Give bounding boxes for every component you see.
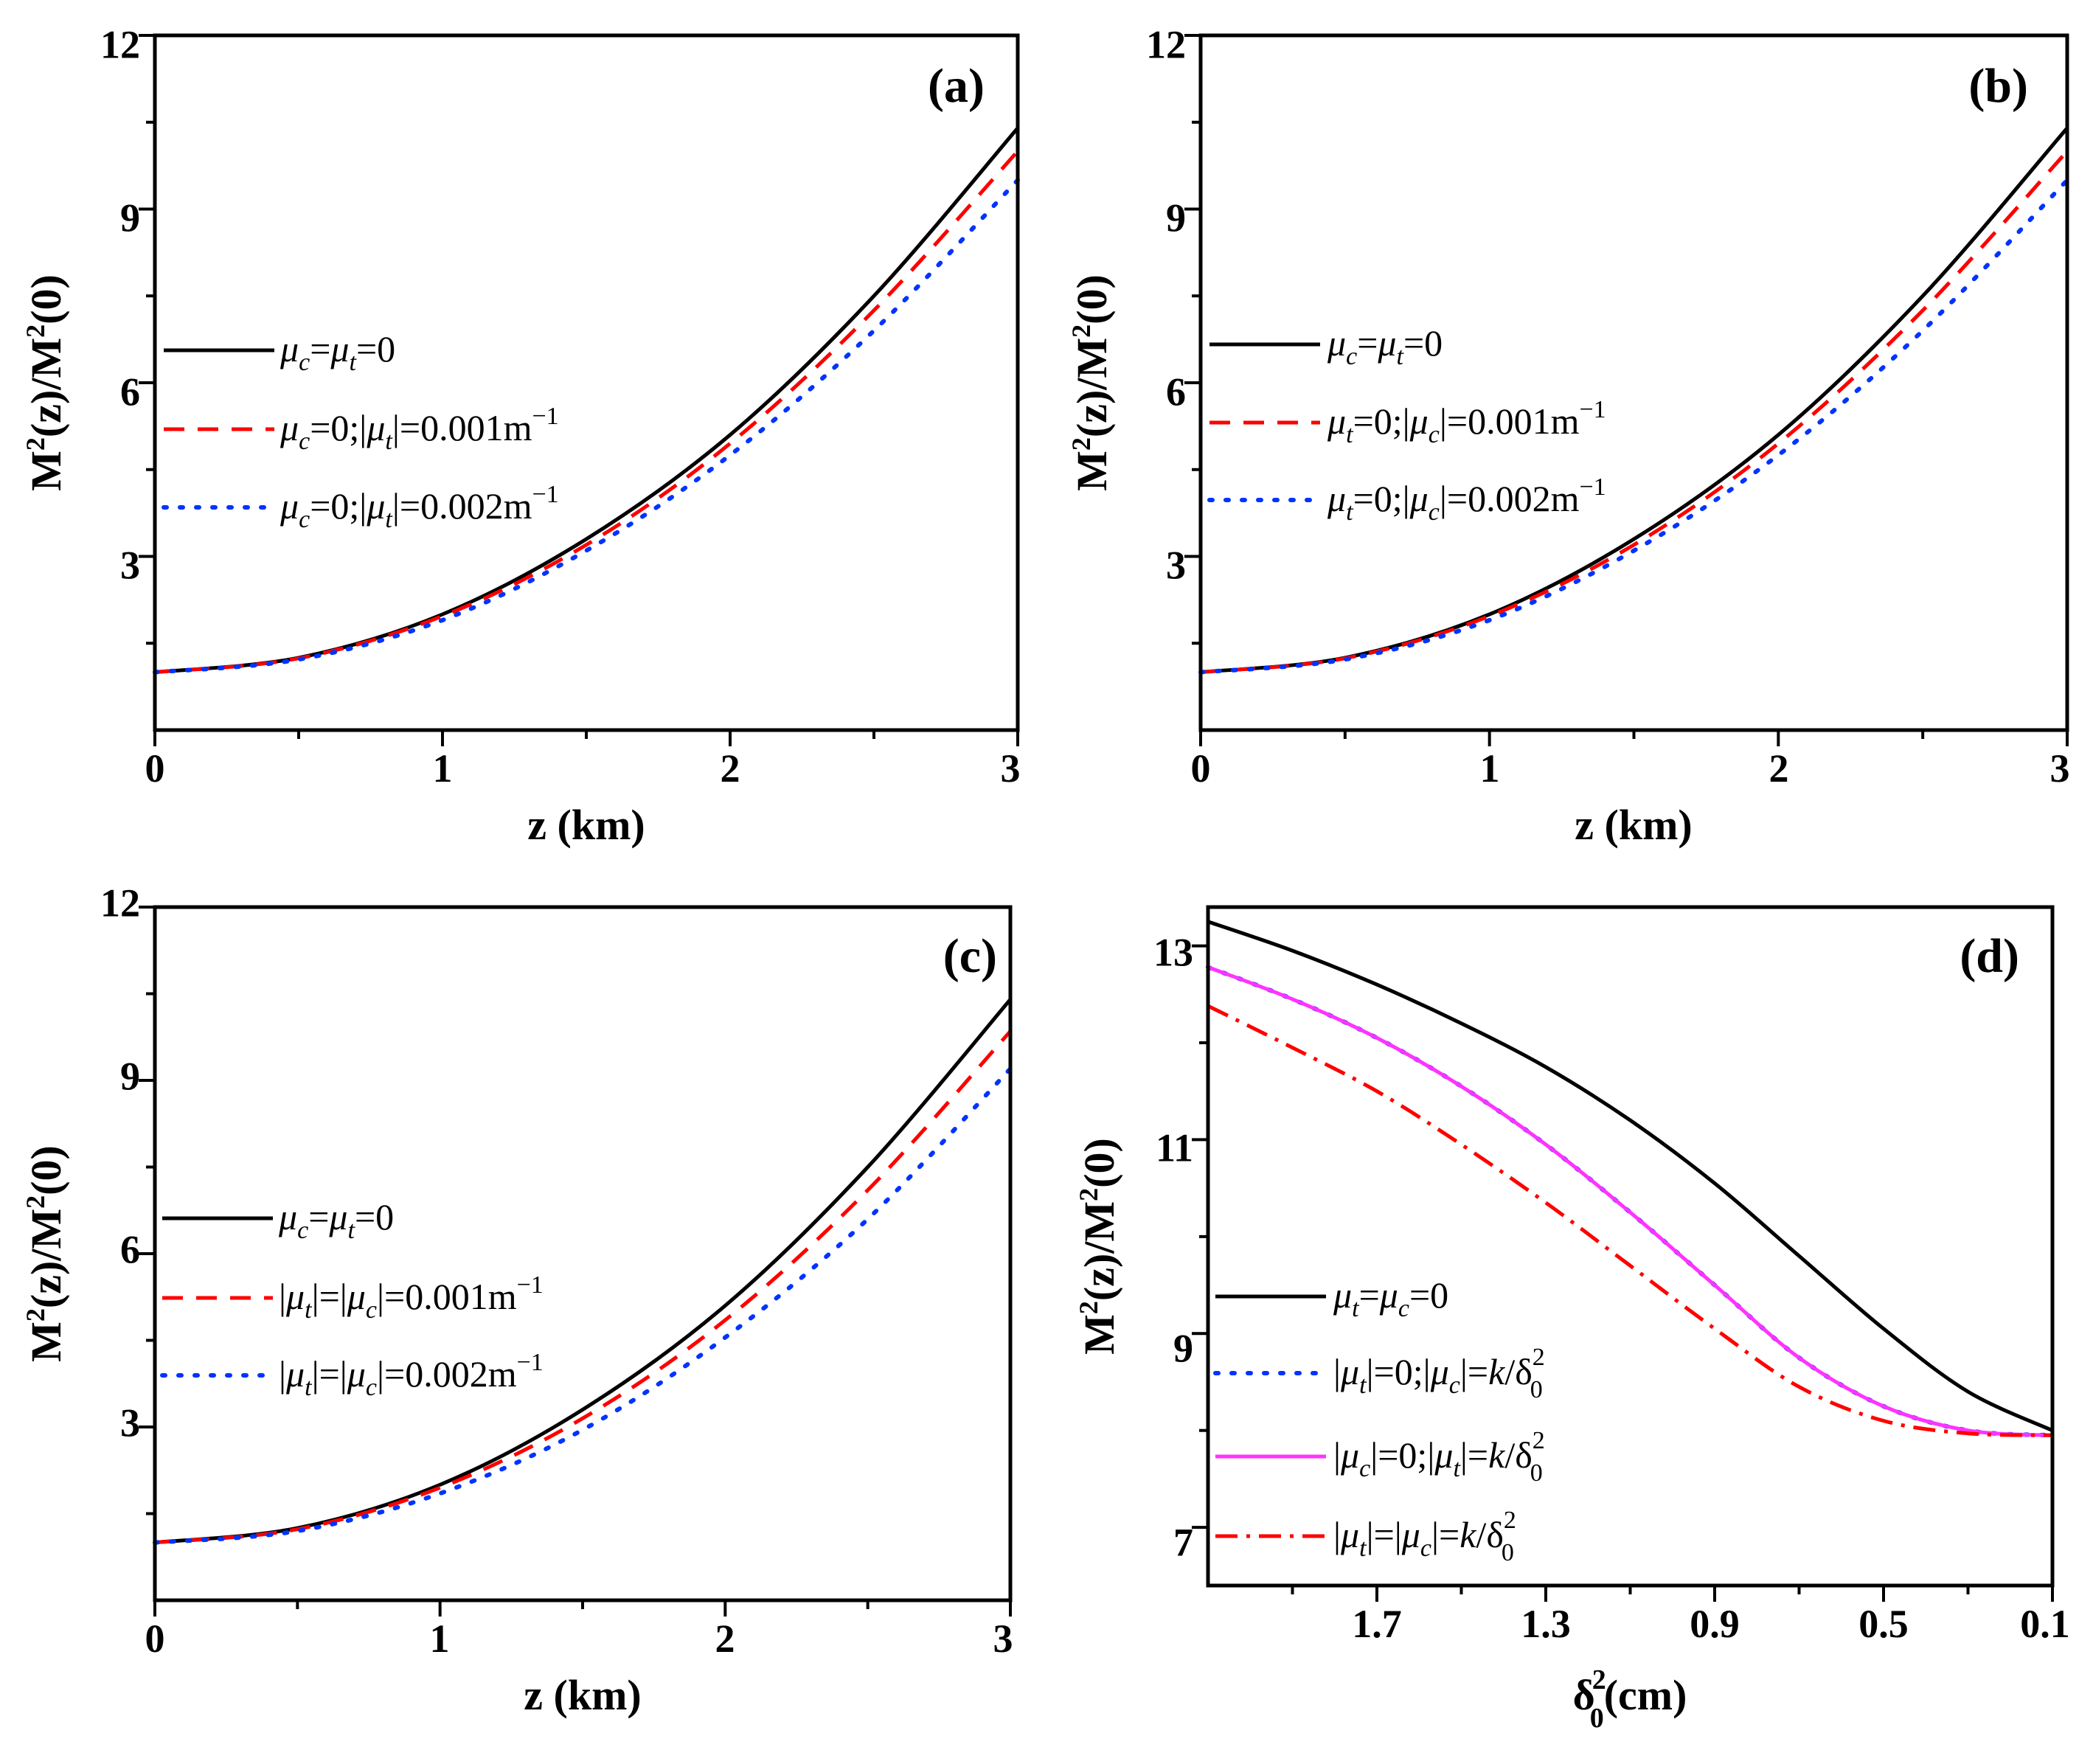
panel-d-ytick-label: 9	[1173, 1326, 1193, 1370]
panel-c-ytick-label: 3	[120, 1400, 140, 1445]
legend-entry-text: |μt|=|μc|=0.001m−1	[279, 1271, 544, 1324]
panel-d-xtick-label: 1.7	[1352, 1602, 1402, 1646]
panel-b-xtick-label: 1	[1480, 746, 1500, 791]
panel-c-ytick-label: 12	[100, 881, 140, 925]
legend-entry-text: |μc|=0;|μt|=k/δ2 0	[1333, 1427, 1545, 1487]
panel-a-series	[153, 126, 1020, 675]
panel-c-ytick-label: 9	[120, 1054, 140, 1098]
panel-a-xtick-label: 2	[721, 746, 740, 791]
panel-d-ticks	[1192, 944, 2054, 1602]
panel-d-frame	[1206, 905, 2055, 1588]
panel-c-xtick-label: 1	[430, 1617, 450, 1661]
panel-d-xlabel: δ2 0(cm)	[1573, 1664, 1687, 1734]
panel-b-xtick-label: 2	[1769, 746, 1789, 791]
legend-entry-text: |μt|=|μc|=k/δ2 0	[1333, 1507, 1516, 1566]
panel-d-series-line	[1207, 920, 2054, 1432]
panel-b-ytick-label: 12	[1146, 22, 1186, 66]
panel-a-ytick-label: 9	[120, 195, 140, 240]
panel-d: 7 9 11 13 1.7 1.3 0.9 0.5 0.1 δ2 0(cm) M2…	[1074, 905, 2070, 1734]
panel-a-frame	[153, 33, 1020, 732]
panel-b-xtick-label: 0	[1191, 746, 1211, 791]
panel-a-series-line	[154, 126, 1019, 674]
panel-a-xtick-label: 0	[145, 746, 165, 791]
panel-b-ticks	[1184, 34, 2069, 746]
panel-d-ylabel: M2(z)/M2(0)	[1074, 1138, 1123, 1355]
panel-d-xtick-label: 0.1	[2020, 1602, 2070, 1646]
legend-entry-text: |μt|=0;|μc|=k/δ2 0	[1333, 1344, 1545, 1403]
panel-d-series-line	[1207, 965, 2053, 1437]
legend-entry-text: μc=0;|μt|=0.001m−1	[280, 403, 559, 455]
panel-c: 3 6 9 12 0 1 2 3 z (km) M2(z)/M2(0) (c) …	[21, 881, 1013, 1719]
panel-a-ytick-label: 3	[120, 543, 140, 587]
panel-d-label: (d)	[1960, 929, 2019, 983]
panel-d-series	[1206, 920, 2055, 1438]
legend-entry-text: μc=μt=0	[278, 1196, 394, 1244]
panel-d-xtick-label: 0.5	[1858, 1602, 1909, 1646]
panel-d-legend: μt=μc=0 |μt|=0;|μc|=k/δ2 0 |μc|=0;|μt|=k/…	[1213, 1274, 1545, 1566]
panel-c-frame	[153, 905, 1013, 1602]
panel-c-ylabel: M2(z)/M2(0)	[21, 1145, 70, 1362]
legend-entry-text: μt=0;|μc|=0.002m−1	[1327, 473, 1606, 526]
panel-c-series-line	[153, 1066, 1013, 1545]
panel-c-series	[153, 998, 1013, 1545]
panel-c-xtick-label: 0	[145, 1617, 165, 1661]
panel-d-ytick-label: 11	[1156, 1125, 1193, 1170]
panel-a-series-line	[153, 178, 1020, 675]
panel-b-label: (b)	[1968, 59, 2028, 113]
panel-b-xlabel: z (km)	[1575, 801, 1692, 849]
panel-b-ytick-label: 3	[1166, 543, 1186, 587]
panel-c-label: (c)	[943, 929, 997, 983]
panel-a-legend: μc=μt=0 μc=0;|μt|=0.001m−1 μc=0;|μt|=0.0…	[162, 328, 559, 533]
panel-b-legend: μc=μt=0 μt=0;|μc|=0.001m−1 μt=0;|μc|=0.0…	[1207, 322, 1606, 526]
legend-entry-text: μc=μt=0	[280, 328, 395, 376]
panel-b-xtick-label: 3	[2050, 746, 2070, 791]
panel-a-xtick-label: 1	[433, 746, 453, 791]
panel-d-series-line	[1207, 1004, 2053, 1437]
panel-c-xtick-label: 3	[993, 1617, 1013, 1661]
panel-c-xlabel: z (km)	[524, 1671, 641, 1719]
legend-entry-text: μc=μt=0	[1327, 322, 1443, 370]
panel-b-frame	[1198, 33, 2069, 732]
panel-b-ytick-label: 6	[1166, 369, 1186, 414]
panel-a-label: (a)	[928, 59, 985, 113]
panel-c-ytick-label: 6	[120, 1227, 140, 1271]
panel-a-ylabel: M2(z)/M2(0)	[21, 274, 70, 491]
panel-b-ytick-label: 9	[1166, 195, 1186, 240]
panel-d-ytick-label: 7	[1173, 1520, 1193, 1564]
panel-a-ytick-label: 12	[100, 22, 140, 66]
panel-c-legend: μc=μt=0 |μt|=|μc|=0.001m−1 |μt|=|μc|=0.0…	[160, 1196, 544, 1401]
panel-a-xtick-label: 3	[1001, 746, 1021, 791]
panel-b-ylabel: M2(z)/M2(0)	[1066, 274, 1116, 491]
panel-b-series	[1198, 126, 2069, 675]
panel-d-xtick-label: 1.3	[1521, 1602, 1571, 1646]
panel-a: 3 6 9 12 0 1 2 3 z (km) M2(z)/M2(0) (a) …	[21, 22, 1021, 849]
panel-d-ytick-label: 13	[1153, 930, 1193, 974]
panel-c-series-line	[154, 1029, 1012, 1545]
legend-entry-text: μc=0;|μt|=0.002m−1	[280, 481, 559, 533]
legend-entry-text: |μt|=|μc|=0.002m−1	[279, 1349, 544, 1401]
panel-a-ytick-label: 6	[120, 369, 140, 414]
legend-entry-text: μt=0;|μc|=0.001m−1	[1327, 396, 1606, 448]
panel-c-series-line	[154, 998, 1012, 1545]
legend-entry-text: μt=μc=0	[1333, 1274, 1448, 1322]
panel-b: 3 6 9 12 0 1 2 3 z (km) M2(z)/M2(0) (b) …	[1066, 22, 2070, 849]
panel-c-xtick-label: 2	[715, 1617, 735, 1661]
panel-d-xtick-label: 0.9	[1690, 1602, 1740, 1646]
panel-b-series-line	[1198, 178, 2069, 675]
panel-a-xlabel: z (km)	[527, 801, 645, 849]
panel-c-ticks	[139, 906, 1012, 1617]
panel-a-ticks	[139, 34, 1019, 746]
